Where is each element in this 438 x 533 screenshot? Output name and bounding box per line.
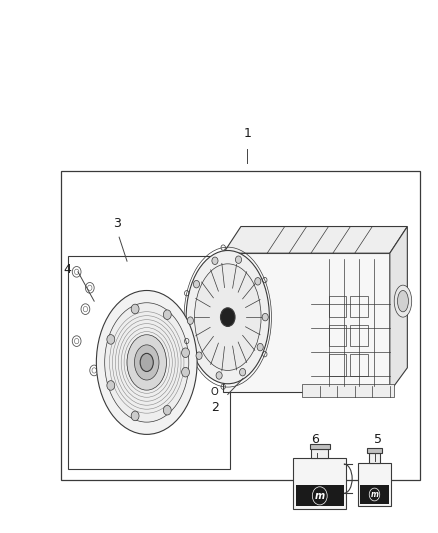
Bar bbox=[310, 444, 330, 449]
Bar bbox=[311, 449, 328, 458]
Circle shape bbox=[262, 313, 268, 321]
Bar bbox=[293, 458, 346, 509]
Ellipse shape bbox=[105, 303, 189, 422]
Polygon shape bbox=[223, 227, 407, 253]
Circle shape bbox=[187, 317, 194, 325]
Ellipse shape bbox=[397, 290, 408, 312]
Text: m: m bbox=[314, 491, 325, 501]
Bar bbox=[360, 500, 389, 504]
Circle shape bbox=[163, 310, 171, 319]
Bar bbox=[350, 296, 368, 317]
Circle shape bbox=[107, 335, 115, 344]
Circle shape bbox=[255, 278, 261, 285]
Text: 4: 4 bbox=[63, 263, 71, 276]
Ellipse shape bbox=[194, 264, 261, 370]
Circle shape bbox=[212, 257, 218, 264]
Circle shape bbox=[131, 304, 139, 314]
Bar bbox=[360, 486, 389, 502]
Circle shape bbox=[182, 367, 190, 377]
Bar bbox=[350, 354, 368, 376]
Ellipse shape bbox=[220, 308, 235, 326]
Ellipse shape bbox=[96, 290, 197, 434]
Bar bbox=[369, 453, 380, 463]
Bar bbox=[68, 256, 230, 469]
Bar bbox=[223, 253, 390, 392]
Bar bbox=[328, 354, 346, 376]
Text: 3: 3 bbox=[113, 217, 121, 230]
Circle shape bbox=[107, 381, 115, 390]
Bar bbox=[358, 463, 391, 506]
Ellipse shape bbox=[394, 285, 412, 317]
Bar bbox=[367, 448, 382, 453]
Text: m: m bbox=[371, 490, 378, 499]
Bar bbox=[296, 503, 344, 506]
Circle shape bbox=[216, 372, 222, 379]
Circle shape bbox=[196, 352, 202, 359]
Bar bbox=[328, 296, 346, 317]
Ellipse shape bbox=[186, 251, 269, 384]
Circle shape bbox=[131, 411, 139, 421]
Bar bbox=[302, 384, 394, 397]
Circle shape bbox=[240, 368, 246, 376]
Circle shape bbox=[163, 406, 171, 415]
Polygon shape bbox=[390, 227, 407, 392]
Bar bbox=[350, 325, 368, 346]
Circle shape bbox=[182, 348, 190, 358]
Text: 5: 5 bbox=[374, 433, 381, 446]
Text: 1: 1 bbox=[244, 127, 251, 140]
Circle shape bbox=[194, 280, 200, 288]
Bar bbox=[328, 325, 346, 346]
Bar bbox=[61, 171, 420, 480]
Text: 6: 6 bbox=[311, 433, 319, 446]
Bar bbox=[296, 484, 344, 505]
Ellipse shape bbox=[140, 353, 153, 372]
Ellipse shape bbox=[134, 345, 159, 380]
Ellipse shape bbox=[127, 335, 166, 390]
Circle shape bbox=[236, 256, 242, 263]
Text: O: O bbox=[211, 387, 219, 397]
Circle shape bbox=[257, 343, 263, 351]
Text: 2: 2 bbox=[211, 401, 219, 414]
